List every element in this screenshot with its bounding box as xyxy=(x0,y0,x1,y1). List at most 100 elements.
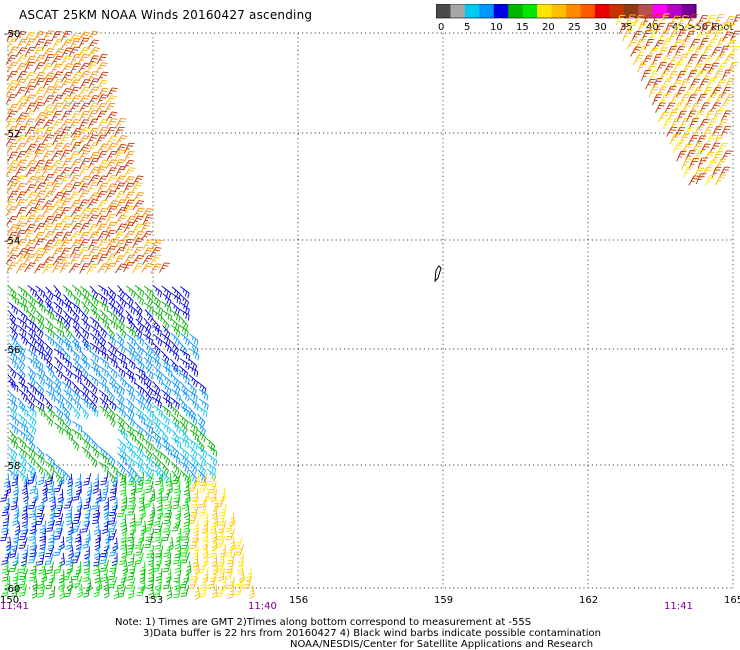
wind-barb xyxy=(54,333,64,346)
wind-barb xyxy=(202,512,209,527)
wind-barb xyxy=(6,182,18,193)
wind-barb xyxy=(161,422,171,435)
wind-barb xyxy=(93,584,100,598)
wind-barb xyxy=(49,505,56,520)
wind-barb xyxy=(7,390,17,404)
wind-barb xyxy=(162,560,172,573)
wind-barb xyxy=(68,32,81,43)
wind-barb xyxy=(53,381,62,396)
wind-barb xyxy=(160,461,169,476)
wind-barb xyxy=(51,239,64,250)
wind-barb xyxy=(92,480,99,494)
wind-barb xyxy=(687,14,698,25)
wind-barb xyxy=(5,86,18,97)
wind-barb xyxy=(35,292,44,307)
wind-barb xyxy=(30,561,37,575)
map-title: ASCAT 25KM NOAA Winds 20160427 ascending xyxy=(19,8,313,22)
wind-barb xyxy=(659,30,670,42)
wind-barb xyxy=(220,487,227,502)
wind-barb xyxy=(125,372,136,385)
wind-barb xyxy=(715,158,727,169)
wind-barb xyxy=(637,46,648,57)
wind-barb xyxy=(187,438,198,451)
wind-barb xyxy=(626,39,638,50)
wind-barb xyxy=(718,22,729,34)
wind-barb xyxy=(6,80,19,91)
wind-barb xyxy=(135,413,146,425)
wind-barb xyxy=(171,301,180,315)
wind-barb xyxy=(183,504,190,519)
wind-barb xyxy=(706,77,717,89)
wind-barb xyxy=(117,505,127,517)
longitude-label: 153 xyxy=(144,595,163,606)
colorbar-label: >50 knots xyxy=(687,22,734,33)
wind-barb xyxy=(78,231,90,243)
wind-barb xyxy=(180,294,189,308)
wind-barb xyxy=(97,333,107,347)
wind-barb xyxy=(5,254,18,265)
wind-barb xyxy=(207,473,216,486)
wind-barb xyxy=(171,324,181,338)
wind-barb xyxy=(125,310,134,324)
wind-barb xyxy=(50,159,63,170)
wind-barb xyxy=(43,293,52,308)
wind-barb xyxy=(116,350,127,362)
wind-barb xyxy=(708,23,719,34)
wind-barb xyxy=(83,496,91,510)
wind-barb xyxy=(125,302,136,315)
wind-barb xyxy=(78,190,90,201)
wind-barb xyxy=(188,479,198,492)
wind-barb xyxy=(67,576,74,591)
wind-barb xyxy=(197,429,206,443)
colorbar-swatch xyxy=(493,4,509,18)
wind-barb xyxy=(96,208,108,219)
wind-barb xyxy=(70,63,81,74)
wind-barb xyxy=(142,438,153,451)
wind-barb xyxy=(7,374,16,389)
wind-barb xyxy=(31,585,38,599)
wind-barb xyxy=(109,560,119,572)
wind-barb xyxy=(641,30,652,41)
wind-barb xyxy=(42,215,54,227)
wind-barb xyxy=(170,349,180,362)
wind-barb xyxy=(130,480,137,495)
wind-barb xyxy=(154,528,162,542)
wind-barb xyxy=(15,263,28,274)
wind-barb xyxy=(26,437,36,452)
wind-barb xyxy=(74,529,81,543)
wind-barb xyxy=(706,135,717,146)
wind-barb xyxy=(78,127,91,138)
wind-barb xyxy=(18,537,28,549)
wind-barb xyxy=(44,300,54,314)
wind-barb xyxy=(79,350,88,364)
wind-barb xyxy=(677,53,689,65)
wind-barb xyxy=(135,544,145,556)
wind-barb xyxy=(154,537,163,550)
wind-barb xyxy=(52,134,63,146)
colorbar-swatch xyxy=(609,4,625,18)
wind-barb xyxy=(88,142,100,153)
wind-barb xyxy=(111,552,118,567)
wind-barb xyxy=(87,192,100,203)
wind-barb xyxy=(54,405,64,419)
wind-barb xyxy=(81,437,91,450)
wind-barb xyxy=(706,38,718,50)
wind-barb xyxy=(24,85,35,97)
wind-barb xyxy=(43,240,55,251)
wind-barb xyxy=(77,31,90,42)
wind-barb xyxy=(152,461,162,475)
wind-barb xyxy=(648,30,660,42)
wind-barb xyxy=(96,126,109,137)
wind-barb xyxy=(233,537,243,549)
wind-barb xyxy=(17,285,28,298)
wind-barb xyxy=(107,413,116,428)
wind-barb xyxy=(44,461,55,474)
wind-barb xyxy=(108,576,118,589)
wind-barb xyxy=(81,318,91,332)
wind-barb xyxy=(711,126,723,137)
wind-barb xyxy=(9,326,18,340)
wind-barb xyxy=(64,585,73,598)
wind-barb xyxy=(726,21,737,33)
wind-barb xyxy=(199,576,208,589)
